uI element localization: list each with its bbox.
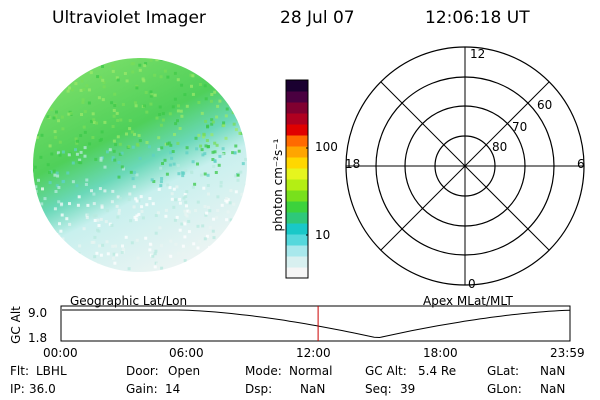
filter-value: LBHL — [36, 364, 67, 378]
dsp-label: Dsp: — [245, 382, 273, 396]
colorbar-step — [286, 157, 308, 169]
glat-label: GLat: — [487, 364, 520, 378]
altitude-plot-frame — [60, 305, 571, 342]
time-tick-1200: 12:00 — [296, 346, 331, 360]
mlt-label-0: 0 — [468, 277, 476, 291]
mlat-label-60: 60 — [537, 98, 553, 112]
colorbar-step — [286, 267, 308, 279]
colorbar-step — [286, 124, 308, 136]
colorbar-step — [286, 135, 308, 147]
colorbar-unit-label: photon cm⁻²s⁻¹ — [271, 138, 285, 232]
time-tick-0600: 06:00 — [169, 346, 204, 360]
mlt-meridian-03-15 — [380, 81, 550, 251]
mlt-label-12: 12 — [470, 47, 486, 61]
filter-label: Flt: — [10, 364, 29, 378]
mode-label: Mode: — [245, 364, 282, 378]
observation-time: 12:06:18 UT — [425, 8, 530, 28]
instrument-title: Ultraviolet Imager — [52, 8, 206, 28]
colorbar-gradient — [286, 80, 308, 279]
altitude-plot — [60, 305, 571, 342]
mlt-label-6: 6 — [577, 157, 585, 171]
polar-grid — [345, 46, 585, 286]
altitude-axis-label: GC Alt — [9, 306, 23, 344]
colorbar-step — [286, 234, 308, 246]
time-tick-1800: 18:00 — [423, 346, 458, 360]
mlt-label-18: 18 — [345, 157, 361, 171]
colorbar-step — [286, 245, 308, 257]
glon-label: GLon: — [487, 382, 522, 396]
colorbar-tick-label-10: 10 — [315, 228, 331, 242]
colorbar-step — [286, 102, 308, 114]
altitude-curve — [62, 309, 571, 339]
dsp-value: NaN — [300, 382, 326, 396]
ip-value: 36.0 — [29, 382, 56, 396]
glat-value: NaN — [540, 364, 566, 378]
mlat-label-70: 70 — [512, 120, 528, 134]
colorbar-step — [286, 146, 308, 158]
colorbar-step — [286, 190, 308, 202]
geographic-label: Geographic Lat/Lon — [70, 294, 188, 308]
door-label: Door: — [126, 364, 159, 378]
gc-alt-label: GC Alt: — [365, 364, 407, 378]
glon-value: NaN — [540, 382, 566, 396]
seq-value: 39 — [400, 382, 416, 396]
ip-label: IP: — [10, 382, 25, 396]
colorbar-step — [286, 223, 308, 235]
colorbar-step — [286, 113, 308, 125]
mode-value: Normal — [289, 364, 333, 378]
gain-value: 14 — [165, 382, 181, 396]
altitude-tick-1-8: 1.8 — [28, 331, 48, 345]
mlat-label-80: 80 — [492, 140, 508, 154]
gc-alt-value: 5.4 Re — [418, 364, 457, 378]
colorbar-step — [286, 212, 308, 224]
apex-label: Apex MLat/MLT — [423, 294, 513, 308]
altitude-tick-9: 9.0 — [28, 306, 48, 320]
time-tick-2359: 23:59 — [550, 346, 585, 360]
colorbar-step — [286, 91, 308, 103]
time-tick-0000: 00:00 — [43, 346, 78, 360]
colorbar-step — [286, 201, 308, 213]
colorbar-step — [286, 80, 308, 92]
gain-label: Gain: — [126, 382, 158, 396]
colorbar-step — [286, 168, 308, 180]
seq-label: Seq: — [365, 382, 392, 396]
auroral-image — [33, 58, 247, 272]
colorbar — [285, 79, 309, 279]
colorbar-step — [286, 179, 308, 191]
observation-date: 28 Jul 07 — [280, 8, 355, 28]
colorbar-step — [286, 256, 308, 268]
colorbar-frame — [285, 79, 309, 279]
colorbar-tick-label-100: 100 — [315, 140, 338, 154]
door-value: Open — [168, 364, 201, 378]
